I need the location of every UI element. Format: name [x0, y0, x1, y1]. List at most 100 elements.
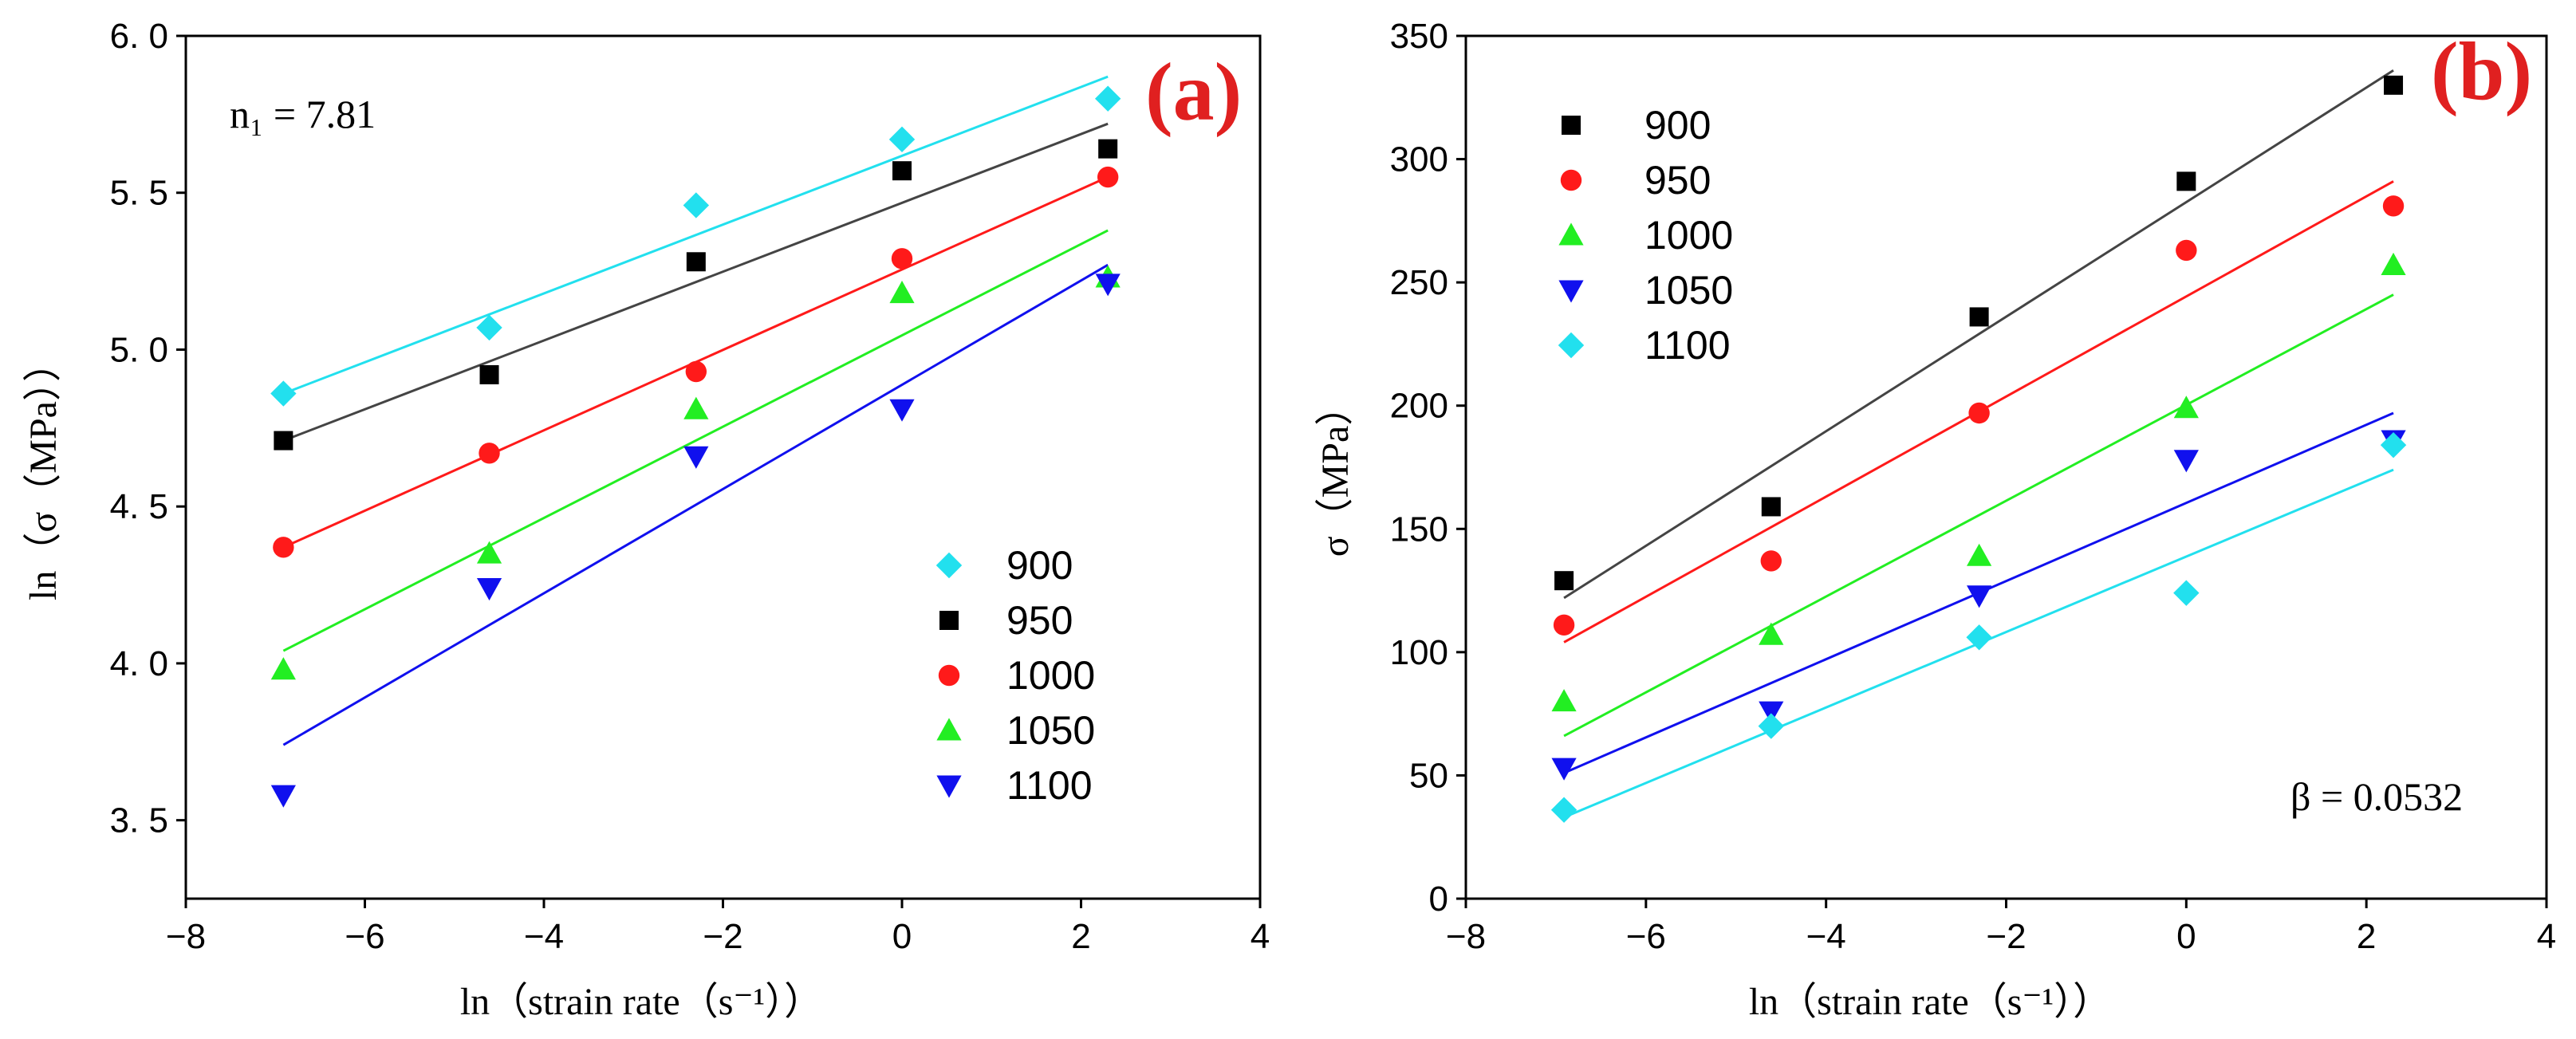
- panel-a-point-1050: [476, 541, 502, 564]
- panel-b-point-950: [2176, 239, 2197, 262]
- panel-b-fit-line-1000: [1563, 293, 2394, 738]
- panel-b-legend-label-1050: 1050: [1644, 268, 1733, 313]
- panel-b-plot-frame: [1464, 34, 2548, 900]
- panel-a-point-950: [892, 161, 912, 181]
- panel-b-y-tick-label: 250: [1390, 263, 1448, 302]
- panel-b-legend-marker-1000: [1558, 222, 1584, 246]
- panel-b-legend-marker-900: [1562, 116, 1581, 135]
- panel-a-legend-marker-1050: [936, 718, 962, 741]
- panel-b-x-tick-label: 2: [2357, 917, 2376, 956]
- panel-b-y-tick-label: 150: [1390, 510, 1448, 549]
- panel-b-annotation: β = 0.0532: [2290, 774, 2463, 819]
- panel-a-point-1000: [891, 248, 913, 270]
- panel-b-y-tick-label: 0: [1429, 880, 1448, 919]
- panel-a-x-tick-label: 4: [1251, 917, 1270, 956]
- panel-b-legend-marker-1100: [1558, 332, 1585, 359]
- panel-b-point-1000: [1967, 543, 1992, 566]
- panel-b-x-tick-label: −2: [1986, 917, 2026, 956]
- panel-b-point-1050: [1967, 585, 1992, 608]
- panel-a-point-950: [1098, 139, 1118, 159]
- panel-b-y-tick-label: 50: [1409, 756, 1448, 795]
- panel-a-point-1050: [270, 657, 296, 680]
- panel-a-point-900: [888, 126, 916, 153]
- panel-a-y-tick-label: 5. 0: [110, 330, 168, 369]
- panel-b-x-tick-label: −8: [1446, 917, 1486, 956]
- panel-a-point-900: [1094, 85, 1121, 112]
- panel-a-point-1100: [1095, 274, 1121, 297]
- panel-a-point-950: [274, 431, 293, 451]
- panel-b-point-1100: [2380, 431, 2407, 458]
- panel-b-legend-marker-1050: [1558, 280, 1584, 303]
- panel-b-point-1000: [1759, 622, 1784, 645]
- panel-a-point-1100: [889, 399, 915, 422]
- panel-b-x-tick-label: −4: [1806, 917, 1846, 956]
- panel-a-x-tick-label: −2: [703, 917, 742, 956]
- panel-a-fit-line-1050: [282, 229, 1109, 652]
- panel-b-point-950: [1553, 614, 1575, 636]
- panel-b-y-axis-title: σ（MPa）: [1314, 388, 1357, 557]
- panel-a-label: (a): [1145, 46, 1242, 138]
- panel-b-point-1000: [2173, 396, 2199, 419]
- panel-a-point-1000: [1097, 166, 1119, 188]
- panel-b-point-900: [1554, 571, 1574, 591]
- panel-b-fit-line-900: [1563, 69, 2394, 600]
- panel-a-legend-marker-900: [935, 552, 963, 579]
- panel-a-point-1050: [683, 396, 709, 419]
- panel-a-plot-frame: [184, 34, 1262, 900]
- panel-a-legend-marker-1100: [936, 775, 962, 798]
- panel-b-y-tick-label: 300: [1390, 140, 1448, 179]
- panel-a-legend-label-1050: 1050: [1006, 708, 1095, 753]
- panel-b-legend-label-950: 950: [1644, 158, 1711, 203]
- panel-a-legend-label-1100: 1100: [1006, 763, 1093, 808]
- panel-a-fit-line-1100: [282, 263, 1109, 746]
- panel-b-point-1100: [1758, 713, 1784, 739]
- panel-a-point-900: [270, 380, 297, 407]
- panel-b-x-tick-label: −6: [1626, 917, 1666, 956]
- panel-a-point-1000: [685, 360, 707, 383]
- panel-b-point-1050: [1551, 758, 1577, 781]
- panel-b-y-tick-label: 100: [1390, 633, 1448, 672]
- panel-b-point-1100: [2173, 580, 2200, 606]
- panel-b-chart: −8 −6 −4 −2 0 2 4 0 50 100 150 200 250 300 350 900 950 1…: [1314, 17, 2556, 1023]
- panel-a-chart: −8 −6 −4 −2 0 2 4 3. 5 4. 0 4. 5 5. 0 5. 5 6. 0 900 9…: [22, 17, 1270, 1023]
- panel-a-point-1100: [476, 578, 502, 601]
- panel-b-point-1100: [1966, 624, 1992, 651]
- panel-b-point-900: [2384, 75, 2404, 95]
- panel-b-point-1050: [1759, 701, 1784, 724]
- panel-b-y-tick-label: 350: [1390, 17, 1448, 56]
- panel-a-x-tick-label: −4: [524, 917, 564, 956]
- panel-b-point-1000: [2381, 252, 2406, 275]
- panel-b-point-900: [1969, 307, 1989, 327]
- panel-b-label: (b): [2431, 26, 2532, 117]
- panel-a-x-tick-label: 2: [1071, 917, 1090, 956]
- panel-b-point-1000: [1551, 689, 1577, 712]
- panel-b-x-axis-title: ln（strain rate（s⁻¹））: [1749, 981, 2111, 1023]
- panel-a-y-tick-label: 6. 0: [110, 17, 168, 56]
- panel-a-legend-label-950: 950: [1006, 598, 1073, 643]
- panel-a-x-tick-label: 0: [892, 917, 912, 956]
- panel-a-annotation: n₁ = 7.81: [230, 92, 376, 136]
- panel-b-point-1100: [1550, 797, 1578, 823]
- panel-b-point-950: [2382, 195, 2405, 217]
- panel-a-legend-marker-1000: [938, 664, 960, 687]
- panel-a-legend-label-1000: 1000: [1006, 653, 1095, 698]
- panel-b-legend-label-900: 900: [1644, 103, 1711, 148]
- panel-b-legend-marker-950: [1560, 169, 1582, 191]
- panel-a-point-1100: [683, 446, 709, 469]
- panel-a-point-1000: [273, 537, 294, 558]
- panel-a-y-tick-label: 4. 5: [110, 487, 168, 526]
- panel-a-y-tick-label: 5. 5: [110, 174, 168, 213]
- panel-a-point-950: [479, 364, 499, 384]
- panel-a-x-tick-label: −8: [166, 917, 206, 956]
- panel-a-point-1050: [889, 281, 915, 304]
- panel-a-legend-marker-950: [939, 611, 959, 630]
- panel-a-point-950: [686, 252, 706, 272]
- panel-b-point-950: [1968, 402, 1990, 424]
- panel-a-y-tick-label: 3. 5: [110, 801, 168, 840]
- panel-a-legend-label-900: 900: [1006, 543, 1073, 588]
- panel-b-point-900: [1761, 497, 1781, 517]
- panel-a-y-tick-label: 4. 0: [110, 644, 168, 683]
- panel-a-point-900: [683, 192, 710, 218]
- panel-a-point-900: [476, 314, 502, 341]
